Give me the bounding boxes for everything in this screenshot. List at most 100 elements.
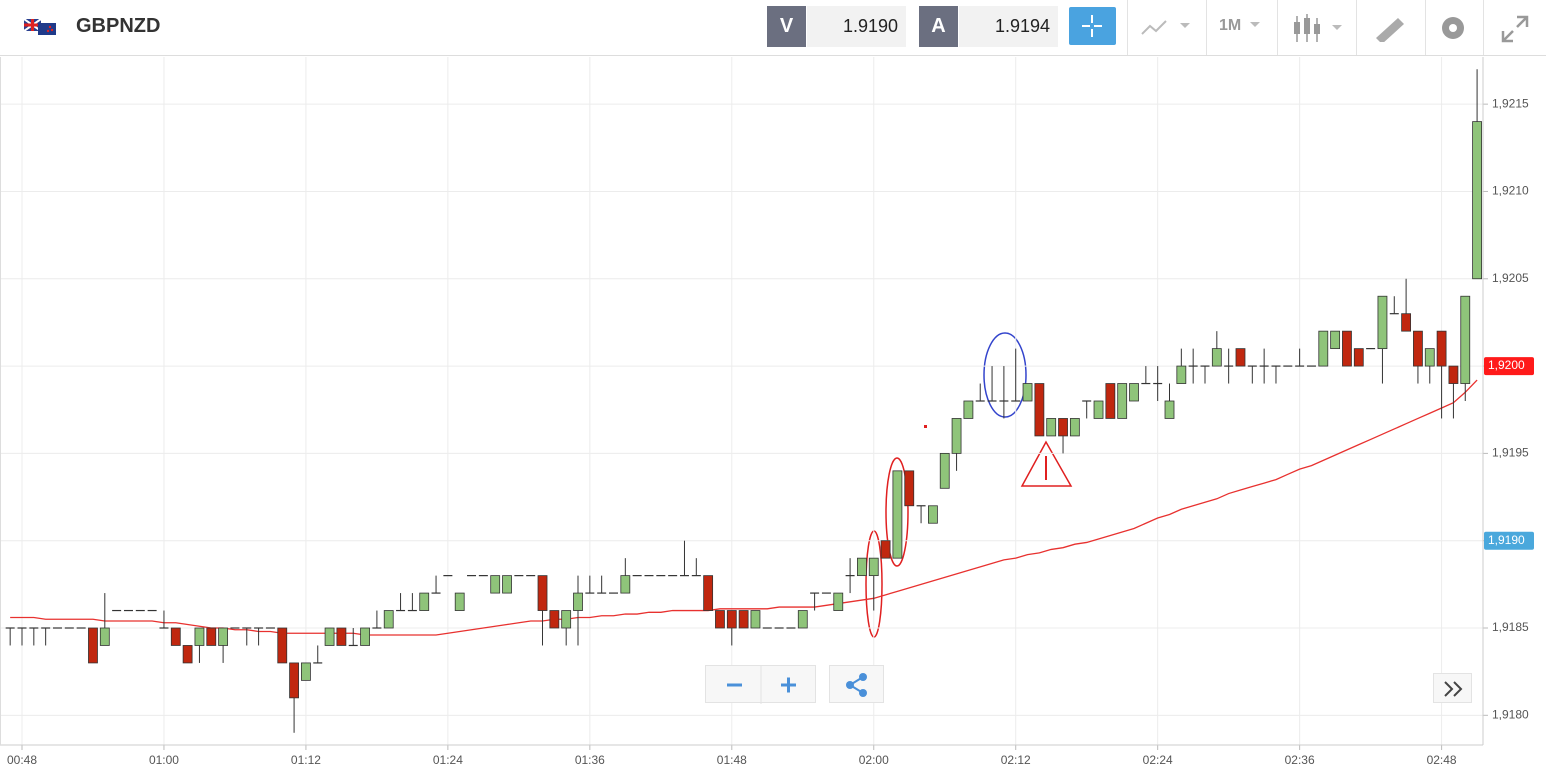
candle-body bbox=[99, 627, 110, 646]
candle-body bbox=[868, 557, 879, 577]
candle-body bbox=[963, 400, 974, 419]
candle-body bbox=[1448, 365, 1459, 384]
candle-body bbox=[715, 610, 725, 629]
annotation-ellipse bbox=[983, 332, 1027, 418]
candle-body bbox=[88, 627, 98, 664]
toolbar: GBPNZD V 1.9190 A 1.9194 1M bbox=[0, 0, 1546, 56]
x-tick-label: 01:00 bbox=[149, 753, 179, 767]
candle-body bbox=[892, 470, 903, 559]
timeframe-button[interactable]: 1M bbox=[1219, 17, 1242, 34]
buy-label[interactable]: A bbox=[919, 6, 958, 47]
candle-body bbox=[1093, 400, 1104, 419]
candle-body bbox=[1472, 121, 1482, 280]
candle-body bbox=[904, 470, 915, 507]
candle-body bbox=[1129, 383, 1139, 402]
draw-button[interactable] bbox=[1372, 12, 1408, 42]
candle-body bbox=[182, 645, 193, 664]
y-tick-label: 1,9205 bbox=[1492, 271, 1529, 285]
candle-body bbox=[833, 592, 844, 611]
scroll-end-button[interactable] bbox=[1433, 673, 1472, 703]
crosshair-button[interactable] bbox=[1069, 7, 1116, 45]
candle-body bbox=[1211, 348, 1222, 367]
x-tick-label: 00:48 bbox=[7, 753, 37, 767]
y-tick-label: 1,9215 bbox=[1492, 96, 1529, 110]
chart-type-button[interactable] bbox=[1140, 14, 1195, 42]
x-tick-label: 01:48 bbox=[717, 753, 747, 767]
candle-body bbox=[1069, 418, 1080, 437]
price-tag bbox=[1484, 357, 1534, 376]
candle-body bbox=[1353, 348, 1364, 367]
candle-body bbox=[1058, 418, 1068, 437]
candle-body bbox=[1046, 418, 1057, 437]
candle-body bbox=[880, 540, 891, 559]
candle-body bbox=[857, 557, 867, 577]
x-tick-label: 02:36 bbox=[1285, 753, 1315, 767]
candle-body bbox=[738, 610, 749, 629]
candle-body bbox=[1460, 295, 1471, 384]
moving-average-line bbox=[10, 379, 1478, 636]
x-tick-label: 01:24 bbox=[433, 753, 463, 767]
candle-body bbox=[620, 575, 631, 594]
candle-body bbox=[1318, 330, 1329, 367]
buy-price[interactable]: 1.9194 bbox=[959, 6, 1058, 47]
candle-body bbox=[454, 592, 465, 611]
candle-type-button[interactable] bbox=[1290, 12, 1350, 44]
candle-body bbox=[537, 575, 548, 611]
price-tag-label: 1,9190 bbox=[1488, 533, 1525, 547]
y-tick-label: 1,9210 bbox=[1492, 184, 1529, 198]
sell-price[interactable]: 1.9190 bbox=[807, 6, 906, 47]
y-tick-label: 1,9180 bbox=[1492, 707, 1529, 721]
candle-body bbox=[703, 575, 714, 611]
candle-body bbox=[1436, 330, 1447, 367]
candle-body bbox=[1105, 383, 1116, 419]
x-tick-label: 02:00 bbox=[859, 753, 889, 767]
candle-body bbox=[324, 627, 335, 646]
x-tick-label: 02:24 bbox=[1143, 753, 1173, 767]
warning-triangle bbox=[1020, 440, 1073, 487]
price-tag bbox=[1484, 531, 1534, 550]
candle-body bbox=[1235, 348, 1246, 367]
fullscreen-button[interactable] bbox=[1499, 13, 1531, 45]
annotation-dot bbox=[924, 425, 927, 428]
annotation-ellipse bbox=[885, 457, 909, 567]
x-tick-label: 01:36 bbox=[575, 753, 605, 767]
share-button[interactable] bbox=[829, 665, 884, 703]
candle-body bbox=[1342, 330, 1352, 367]
candle-body bbox=[1117, 383, 1128, 419]
candle-body bbox=[502, 575, 512, 594]
candle-body bbox=[289, 662, 299, 699]
candle-body bbox=[1176, 365, 1187, 384]
candle-body bbox=[1022, 383, 1033, 402]
x-tick-label: 01:12 bbox=[291, 753, 321, 767]
candle-body bbox=[726, 610, 737, 629]
candle-body bbox=[573, 592, 583, 611]
sell-label[interactable]: V bbox=[767, 6, 806, 47]
candle-body bbox=[218, 627, 229, 646]
candle-body bbox=[797, 610, 808, 629]
candle-body bbox=[1330, 330, 1341, 350]
x-tick-label: 02:12 bbox=[1001, 753, 1031, 767]
candle-body bbox=[490, 575, 501, 594]
y-tick-label: 1,9185 bbox=[1492, 620, 1529, 634]
candle-body bbox=[928, 505, 938, 524]
zoom-in-button[interactable] bbox=[781, 677, 796, 693]
settings-button[interactable] bbox=[1437, 12, 1469, 44]
symbol: GBPNZD bbox=[76, 15, 161, 37]
candle-body bbox=[301, 662, 311, 681]
candle-body bbox=[419, 592, 430, 611]
candle-body bbox=[277, 627, 288, 664]
candle-body bbox=[336, 627, 347, 646]
x-tick-label: 02:48 bbox=[1427, 753, 1457, 767]
candle-body bbox=[939, 452, 950, 489]
candle-body bbox=[1401, 313, 1412, 332]
candle-body bbox=[549, 610, 560, 629]
candle-body bbox=[206, 627, 217, 646]
candle-body bbox=[1413, 330, 1423, 367]
candle-body bbox=[383, 610, 394, 629]
candle-body bbox=[170, 627, 181, 646]
candle-body bbox=[561, 610, 572, 629]
price-tag-label: 1,9200 bbox=[1488, 358, 1525, 372]
candle-body bbox=[1034, 383, 1045, 437]
